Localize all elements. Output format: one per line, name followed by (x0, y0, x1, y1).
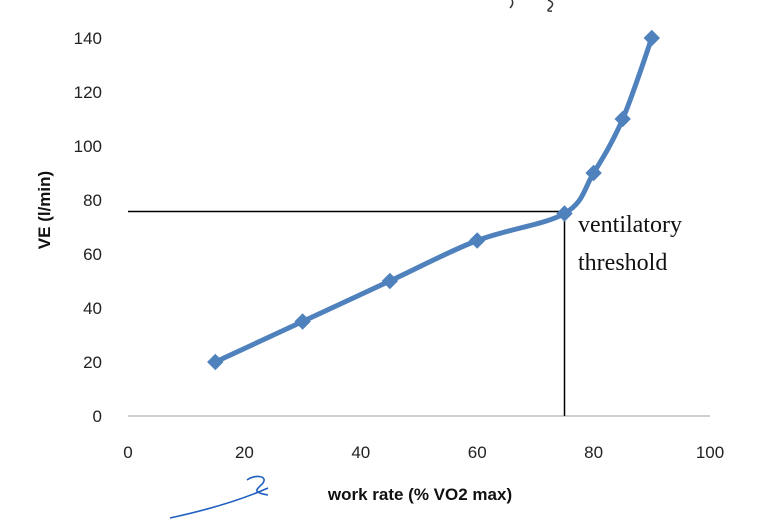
pen-mark-top (509, 0, 554, 12)
x-tick-label: 40 (351, 443, 370, 462)
data-point-marker (468, 232, 486, 249)
x-axis-title: work rate (% VO2 max) (327, 485, 512, 504)
y-tick-label: 80 (83, 191, 102, 210)
x-tick-label: 20 (235, 443, 254, 462)
y-tick-label: 20 (83, 353, 102, 372)
series-line (212, 35, 655, 365)
x-tick-label: 100 (696, 443, 724, 462)
data-point-marker (294, 313, 311, 330)
x-axis-ticks: 0 20 40 60 80 100 (123, 443, 724, 462)
y-tick-label: 100 (74, 137, 102, 156)
pen-arrow-head (246, 475, 269, 496)
data-point-marker (556, 205, 573, 222)
annotation-line-2: threshold (578, 250, 667, 276)
data-point-marker (585, 164, 602, 182)
data-point-marker (207, 353, 224, 371)
y-tick-label: 60 (83, 245, 102, 264)
series-markers (207, 29, 661, 371)
data-point-marker (381, 272, 399, 290)
data-point-marker (643, 29, 661, 47)
y-axis-title: VE (l/min) (35, 171, 54, 249)
y-tick-label: 40 (83, 299, 102, 318)
y-tick-label: 140 (74, 29, 102, 48)
y-tick-label: 0 (93, 407, 102, 426)
y-tick-label: 120 (74, 83, 102, 102)
x-tick-label: 0 (123, 443, 132, 462)
x-tick-label: 80 (584, 443, 603, 462)
annotation-line-1: ventilatory (578, 212, 682, 238)
y-axis-ticks: 0 20 40 60 80 100 120 140 (74, 29, 102, 426)
pen-arrow-stroke (169, 487, 269, 519)
data-point-marker (614, 110, 631, 128)
x-tick-label: 60 (468, 443, 487, 462)
